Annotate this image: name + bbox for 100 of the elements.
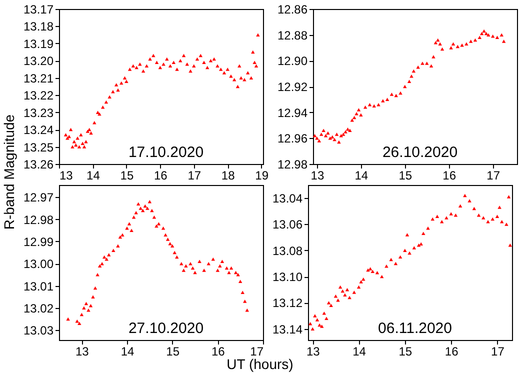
point bbox=[352, 116, 356, 120]
y-tick-label: 13.23 bbox=[23, 106, 54, 120]
point bbox=[495, 36, 500, 40]
point bbox=[403, 84, 407, 88]
point bbox=[330, 135, 334, 138]
x-tick-label: 13 bbox=[306, 344, 320, 358]
point bbox=[329, 304, 333, 307]
point bbox=[326, 301, 331, 304]
y-tick-label: 13.21 bbox=[23, 71, 54, 86]
x-tick-label: 17 bbox=[486, 168, 500, 182]
point bbox=[463, 194, 467, 198]
point bbox=[436, 38, 440, 42]
point bbox=[320, 324, 324, 328]
point bbox=[444, 216, 448, 220]
y-tick-label: 12.98 bbox=[23, 212, 54, 227]
annotation: 06.11.2020 bbox=[378, 320, 452, 337]
point bbox=[313, 314, 317, 318]
y-tick-label: 13.26 bbox=[23, 158, 54, 172]
point bbox=[318, 323, 322, 327]
point bbox=[473, 38, 478, 42]
annotation: 27.10.2020 bbox=[128, 320, 204, 337]
point bbox=[363, 106, 368, 109]
y-tick-label: 12.94 bbox=[277, 106, 308, 120]
point bbox=[390, 92, 394, 96]
y-tick-label: 12.98 bbox=[277, 158, 308, 172]
x-tick-label: 17 bbox=[491, 344, 505, 358]
point bbox=[434, 40, 438, 44]
point bbox=[451, 42, 456, 46]
point bbox=[482, 29, 486, 33]
point bbox=[338, 285, 342, 289]
point bbox=[425, 62, 429, 65]
point bbox=[476, 213, 481, 217]
point bbox=[398, 91, 402, 95]
point bbox=[332, 138, 336, 142]
point bbox=[454, 213, 458, 217]
point bbox=[372, 104, 376, 108]
point bbox=[334, 294, 338, 298]
point bbox=[480, 32, 484, 36]
point bbox=[375, 271, 380, 274]
point bbox=[502, 40, 506, 43]
point bbox=[412, 69, 416, 73]
x-tick-label: 17 bbox=[188, 168, 202, 182]
point bbox=[500, 33, 504, 36]
y-tick-label: 12.88 bbox=[277, 28, 308, 42]
point bbox=[482, 216, 486, 220]
x-tick-label: 14 bbox=[120, 344, 134, 358]
x-tick-label: 18 bbox=[221, 168, 236, 182]
y-tick-label: 12.86 bbox=[277, 2, 308, 16]
point bbox=[394, 94, 398, 98]
point bbox=[426, 226, 430, 230]
point bbox=[370, 270, 374, 273]
point bbox=[490, 217, 494, 221]
point bbox=[380, 274, 384, 278]
point bbox=[394, 262, 398, 266]
point bbox=[322, 312, 326, 315]
point bbox=[449, 212, 453, 216]
point bbox=[324, 134, 328, 138]
y-tick-label: 12.99 bbox=[23, 234, 54, 249]
x-tick-label: 19 bbox=[255, 168, 269, 182]
point bbox=[419, 242, 423, 246]
point bbox=[464, 42, 468, 46]
point bbox=[500, 220, 504, 224]
x-tick-label: 17 bbox=[250, 344, 264, 358]
point bbox=[341, 132, 346, 136]
y-tick-label: 13.20 bbox=[23, 54, 54, 68]
x-tick-label: 15 bbox=[398, 168, 412, 182]
point bbox=[319, 132, 324, 136]
x-axis-title: UT (hours) bbox=[226, 356, 294, 372]
point bbox=[486, 33, 490, 36]
point bbox=[432, 55, 436, 58]
point bbox=[468, 40, 473, 43]
annotation: 17.10.2020 bbox=[128, 144, 204, 161]
x-tick-label: 13 bbox=[60, 168, 74, 182]
point bbox=[359, 280, 363, 284]
point bbox=[368, 267, 372, 270]
point bbox=[345, 288, 350, 292]
y-tick-label: 13.10 bbox=[272, 270, 303, 284]
point bbox=[398, 255, 402, 259]
point bbox=[410, 74, 414, 78]
point bbox=[407, 80, 412, 83]
y-tick-label: 13.22 bbox=[23, 88, 54, 103]
point bbox=[508, 244, 512, 247]
point bbox=[315, 318, 320, 322]
x-tick-label: 14 bbox=[352, 344, 366, 358]
point bbox=[340, 289, 344, 293]
point bbox=[337, 140, 341, 144]
point bbox=[356, 108, 361, 112]
point bbox=[472, 206, 476, 210]
y-tick-label: 13.12 bbox=[272, 296, 303, 310]
y-tick-label: 13.18 bbox=[23, 20, 54, 34]
x-tick-label: 16 bbox=[442, 168, 456, 182]
point bbox=[348, 128, 352, 132]
point bbox=[343, 293, 347, 296]
y-tick-label: 13.25 bbox=[23, 140, 54, 154]
point bbox=[440, 47, 444, 51]
x-tick-label: 16 bbox=[444, 344, 459, 358]
x-tick-label: 15 bbox=[398, 344, 412, 358]
y-tick-label: 13.19 bbox=[23, 36, 54, 51]
y-tick-label: 13.02 bbox=[23, 301, 54, 316]
y-tick-label: 12.96 bbox=[277, 132, 308, 146]
